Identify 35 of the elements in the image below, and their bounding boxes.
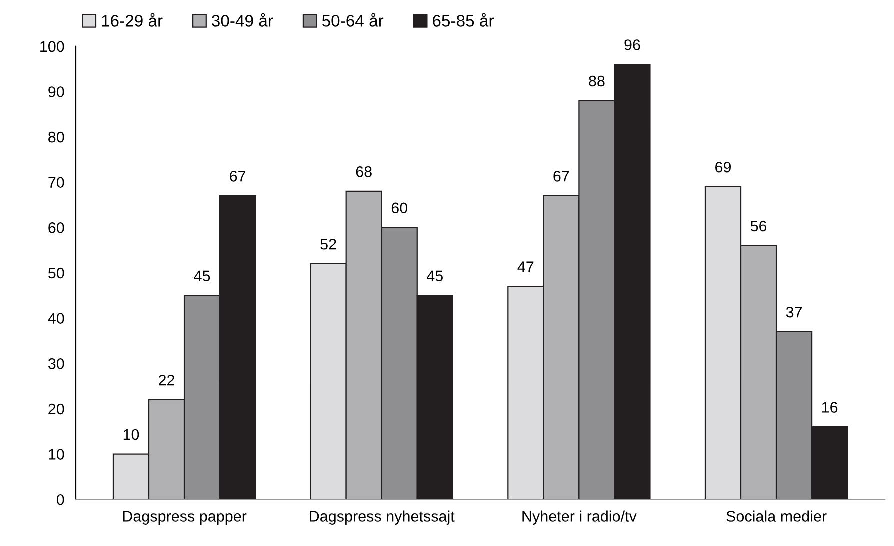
x-tick-label: Nyheter i radio/tv bbox=[522, 510, 637, 525]
legend-label: 30-49 år bbox=[212, 13, 274, 27]
data-label: 67 bbox=[230, 171, 246, 182]
y-tick-label: 90 bbox=[48, 86, 64, 98]
data-label: 16 bbox=[822, 402, 838, 413]
data-label: 88 bbox=[589, 76, 605, 87]
x-tick-label: Sociala medier bbox=[726, 510, 827, 522]
data-label: 45 bbox=[194, 270, 210, 282]
y-tick-label: 40 bbox=[48, 313, 64, 324]
data-label: 96 bbox=[624, 40, 640, 50]
y-tick-label: 20 bbox=[48, 404, 64, 415]
y-tick-label: 70 bbox=[48, 177, 64, 188]
data-label: 47 bbox=[518, 262, 534, 272]
y-tick-label: 80 bbox=[48, 132, 64, 143]
x-tick-label: Dagspress papper bbox=[123, 511, 247, 525]
legend-label: 65-85 år bbox=[433, 13, 494, 27]
y-tick-label: 60 bbox=[48, 222, 64, 234]
data-label: 60 bbox=[392, 202, 408, 214]
legend-label: 50-64 år bbox=[322, 13, 384, 27]
y-tick-label: 100 bbox=[40, 41, 64, 52]
data-label: 10 bbox=[124, 429, 140, 440]
data-label: 56 bbox=[750, 220, 767, 232]
data-label: 68 bbox=[356, 166, 372, 178]
data-label: 37 bbox=[786, 306, 802, 318]
data-label: 22 bbox=[159, 374, 174, 386]
x-tick-label: Dagspress nyhetssajt bbox=[310, 510, 455, 525]
data-label: 52 bbox=[320, 238, 336, 250]
data-label: 67 bbox=[554, 171, 570, 182]
data-label: 45 bbox=[426, 270, 443, 282]
data-label: 69 bbox=[716, 162, 732, 173]
y-tick-label: 30 bbox=[48, 358, 64, 370]
y-tick-label: 10 bbox=[49, 449, 64, 460]
legend-label: 16-29 år bbox=[102, 13, 163, 27]
y-tick-label: 0 bbox=[56, 494, 64, 506]
y-tick-label: 50 bbox=[48, 268, 64, 279]
